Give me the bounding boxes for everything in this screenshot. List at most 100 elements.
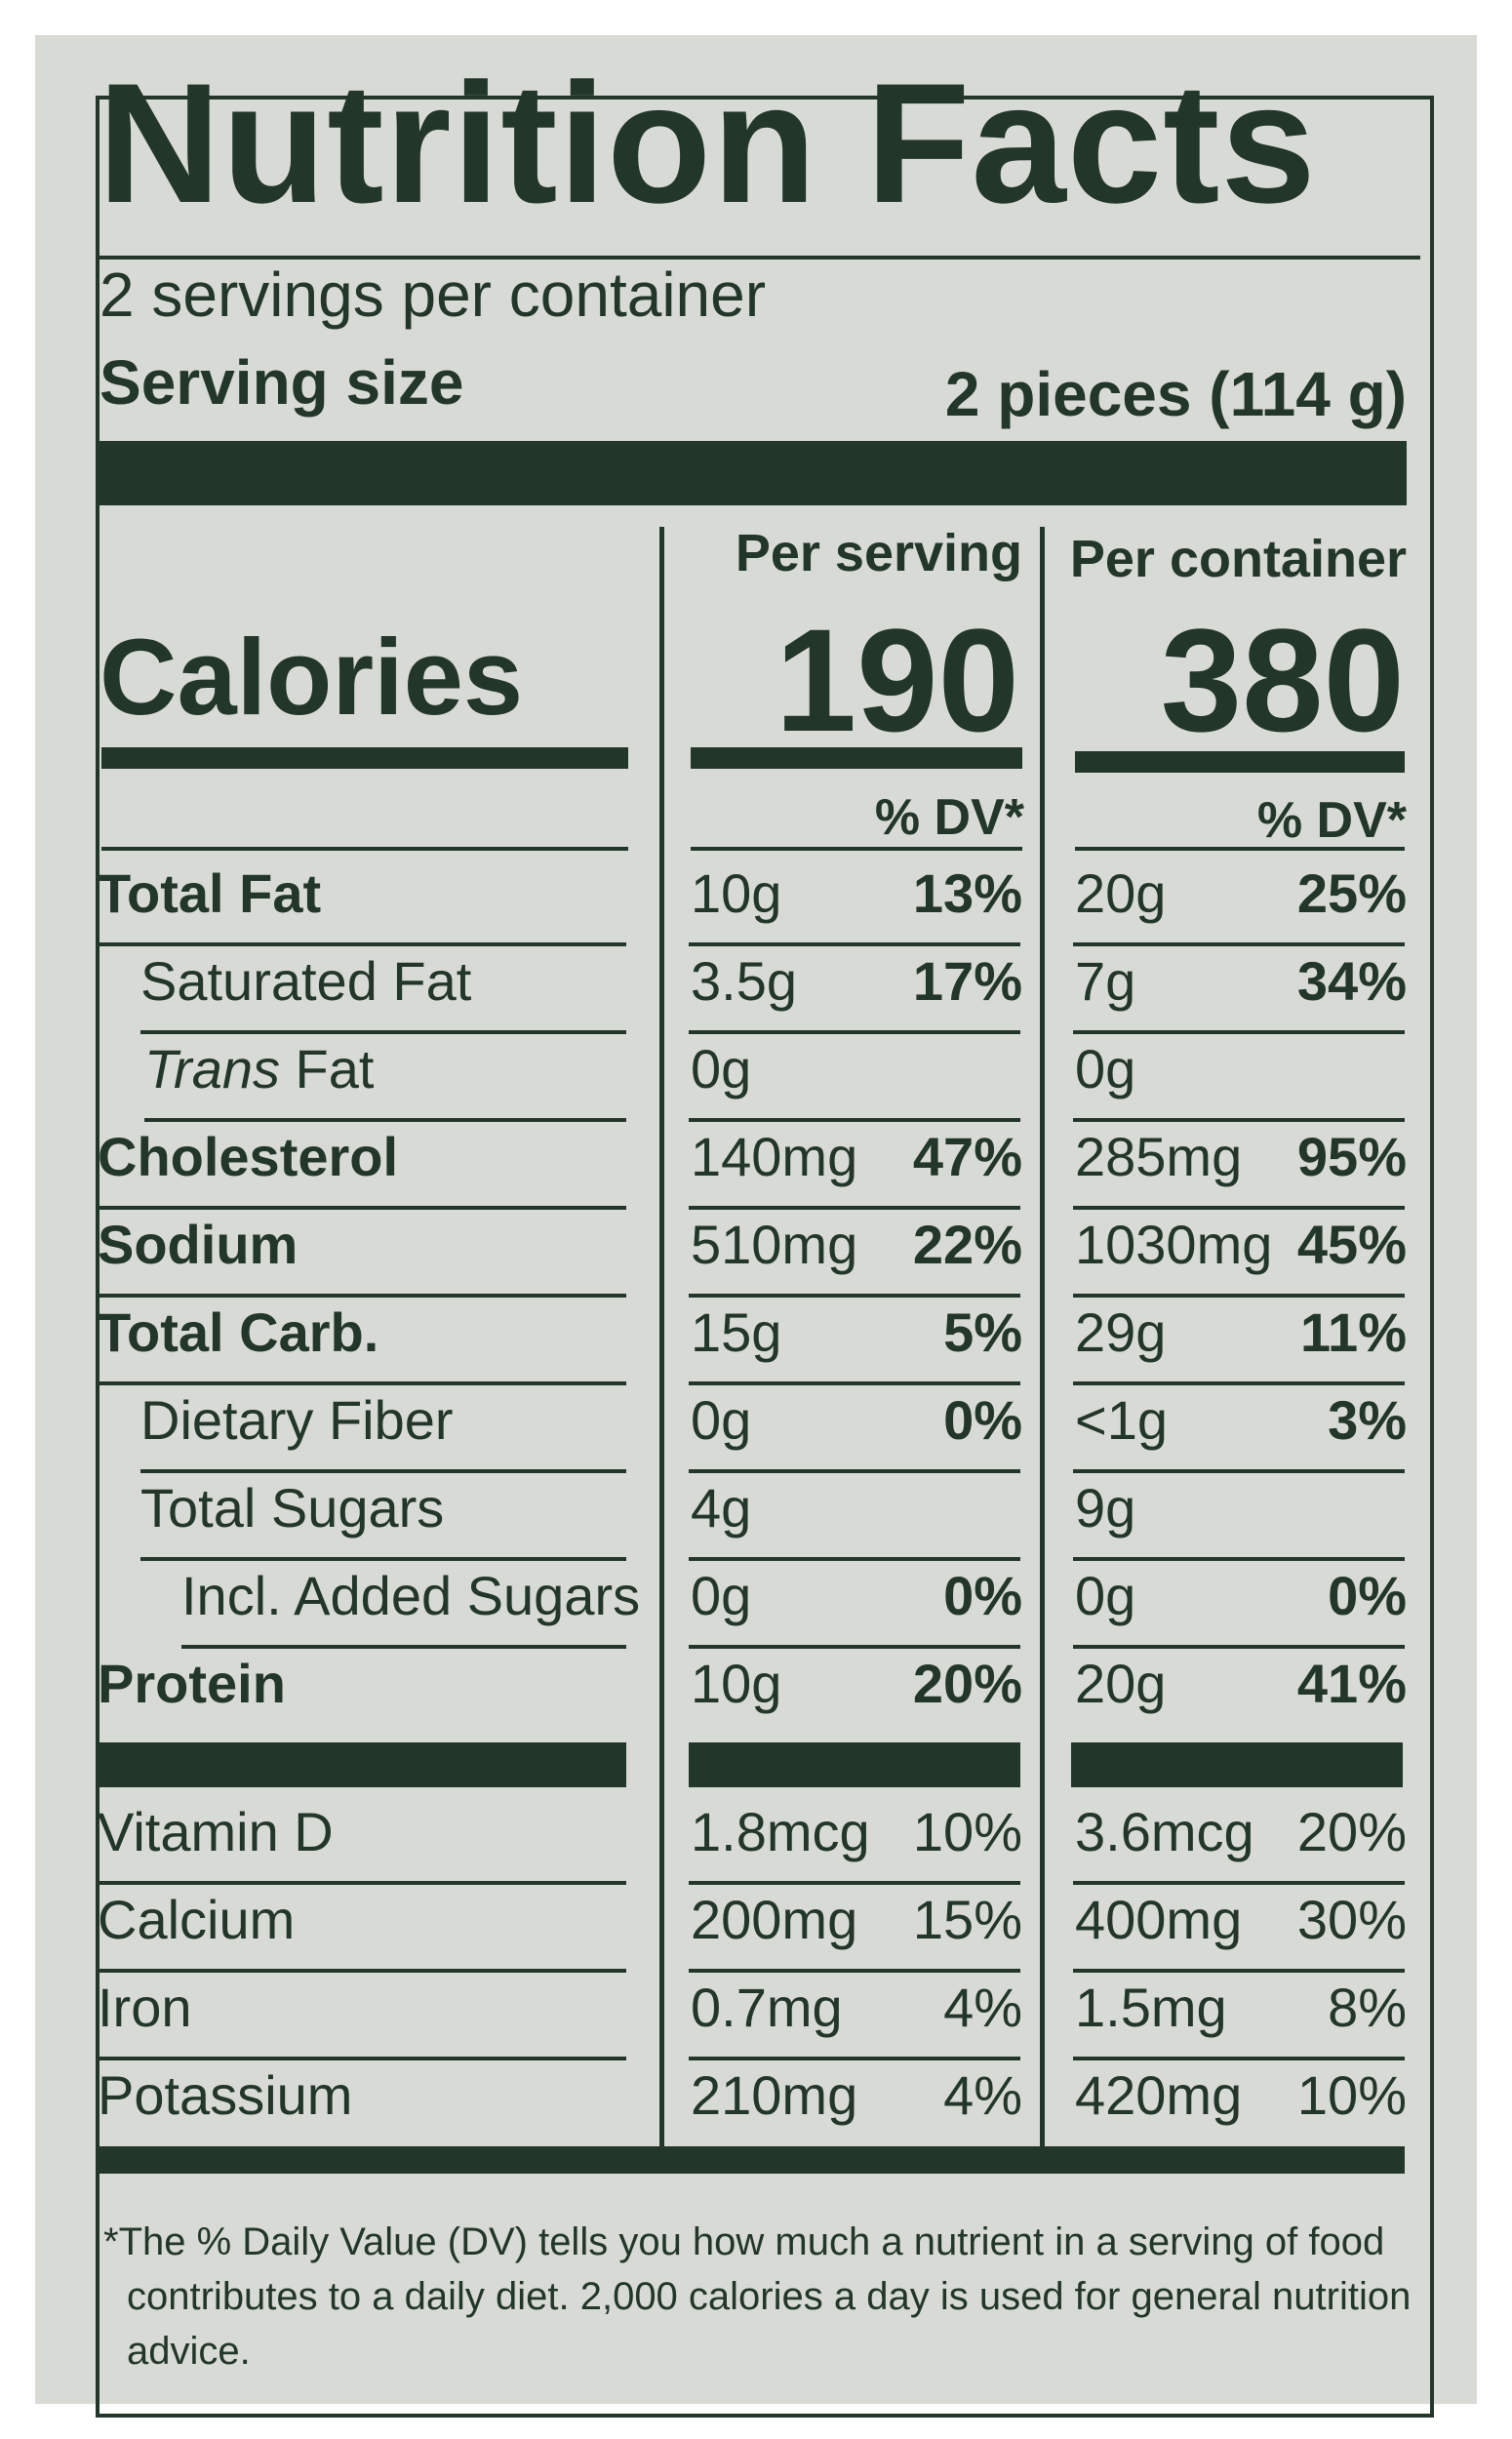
calories-rule-serving	[691, 747, 1022, 769]
row-name-text: Dietary Fiber	[140, 1389, 454, 1451]
row-rule-container	[1073, 1881, 1405, 1885]
serving-amount: 15g	[691, 1301, 782, 1363]
row-name: Saturated Fat	[140, 954, 471, 1009]
row-name: Total Sugars	[140, 1481, 444, 1536]
container-amount: 420mg	[1075, 2064, 1243, 2126]
row-name: Dietary Fiber	[140, 1393, 454, 1448]
row-name-text: Saturated Fat	[140, 950, 472, 1012]
row-name: Sodium	[98, 1218, 298, 1272]
footnote-line-1: *The % Daily Value (DV) tells you how mu…	[103, 2220, 1385, 2263]
row-rule-serving	[689, 1206, 1020, 1210]
container-dv: 8%	[1328, 1977, 1407, 2038]
bottom-thick-bar	[96, 2146, 1405, 2174]
container-dv: 25%	[1296, 862, 1407, 924]
row-name: Total Carb.	[98, 1305, 378, 1360]
serving-thick-bar	[99, 441, 1407, 505]
container-dv: 45%	[1296, 1214, 1407, 1275]
servings-per-container: 2 servings per container	[99, 260, 767, 330]
container-amount: 285mg	[1075, 1126, 1243, 1187]
title-rule	[98, 256, 1420, 260]
row-name: Total Fat	[98, 866, 321, 921]
serving-amount: 10g	[691, 1653, 782, 1714]
row-rule-container	[1073, 1381, 1405, 1385]
container-amount: 0g	[1075, 1038, 1136, 1100]
row-name: Trans Fat	[144, 1042, 374, 1097]
row-rule-container	[1073, 942, 1405, 946]
row-rule-container	[1073, 1469, 1405, 1473]
serving-amount: 0.7mg	[691, 1977, 843, 2038]
calories-rule-label	[101, 747, 628, 769]
column-divider-container	[1040, 527, 1045, 2146]
serving-amount: 10g	[691, 862, 782, 924]
container-amount: 400mg	[1075, 1889, 1243, 1950]
row-name-text: Incl. Added Sugars	[181, 1565, 641, 1626]
row-name: Cholesterol	[98, 1130, 398, 1184]
row-rule-container	[1073, 1645, 1405, 1649]
container-amount: 7g	[1075, 950, 1136, 1012]
row-rule-label	[98, 1381, 626, 1385]
serving-dv: 0%	[943, 1389, 1022, 1451]
row-rule-container	[1073, 1557, 1405, 1561]
container-amount: 3.6mcg	[1075, 1801, 1254, 1862]
row-name: Iron	[98, 1980, 192, 2035]
calories-rule-container	[1075, 751, 1405, 773]
serving-dv: 22%	[912, 1214, 1022, 1275]
serving-amount: 510mg	[691, 1214, 858, 1275]
container-dv: 30%	[1296, 1889, 1407, 1950]
row-name-text: Total Fat	[98, 862, 322, 924]
row-name-text: Potassium	[98, 2064, 353, 2126]
label-title: Nutrition Facts	[98, 49, 1317, 239]
row-name: Protein	[98, 1657, 286, 1711]
row-rule-serving	[689, 1381, 1020, 1385]
label-panel	[35, 35, 1477, 2404]
dv-header-container: % DV*	[1256, 792, 1407, 849]
serving-dv: 0%	[943, 1565, 1022, 1626]
container-dv: 34%	[1296, 950, 1407, 1012]
row-rule-serving	[689, 1557, 1020, 1561]
container-amount: 0g	[1075, 1565, 1136, 1626]
container-dv: 20%	[1296, 1801, 1407, 1862]
serving-amount: 3.5g	[691, 950, 797, 1012]
row-name-text: Sodium	[98, 1214, 298, 1275]
row-rule-serving	[689, 1881, 1020, 1885]
row-name: Calcium	[98, 1893, 295, 1947]
container-amount: 20g	[1075, 862, 1167, 924]
row-rule-label	[140, 1030, 626, 1034]
column-header-per-serving: Per serving	[735, 524, 1022, 582]
row-name-text: Calcium	[98, 1889, 296, 1950]
container-dv: 41%	[1296, 1653, 1407, 1714]
row-rule-label	[98, 1294, 626, 1298]
column-divider-serving	[659, 527, 664, 2146]
footnote-line-2: contributes to a daily diet. 2,000 calor…	[127, 2275, 1412, 2318]
serving-dv: 17%	[912, 950, 1022, 1012]
container-amount: 20g	[1075, 1653, 1167, 1714]
vitamin-bar-container	[1071, 1742, 1403, 1787]
serving-size-label: Serving size	[99, 347, 464, 418]
row-rule-serving	[689, 1969, 1020, 1973]
serving-dv: 47%	[912, 1126, 1022, 1187]
row-rule-container	[1073, 1206, 1405, 1210]
row-rule-container	[1073, 1030, 1405, 1034]
row-rule-label	[98, 1881, 626, 1885]
serving-dv: 15%	[912, 1889, 1022, 1950]
row-rule-label	[98, 942, 626, 946]
row-rule-label	[181, 1645, 626, 1649]
serving-dv: 10%	[912, 1801, 1022, 1862]
serving-amount: 1.8mcg	[691, 1801, 870, 1862]
serving-dv: 4%	[943, 1977, 1022, 2038]
footnote: *The % Daily Value (DV) tells you how mu…	[103, 2215, 1420, 2379]
vitamin-bar-serving	[689, 1742, 1020, 1787]
row-rule-container	[1073, 1969, 1405, 1973]
serving-size-value: 2 pieces (114 g)	[944, 359, 1407, 429]
row-name-text: Vitamin D	[98, 1801, 334, 1862]
serving-amount: 0g	[691, 1389, 752, 1451]
row-name: Vitamin D	[98, 1805, 334, 1859]
serving-dv: 4%	[943, 2064, 1022, 2126]
container-dv: 95%	[1296, 1126, 1407, 1187]
row-name-text: Protein	[98, 1653, 286, 1714]
row-rule-serving	[689, 1118, 1020, 1122]
calories-per-container: 380	[1160, 598, 1405, 762]
container-dv: 10%	[1296, 2064, 1407, 2126]
row-name-italic: Trans	[144, 1038, 280, 1100]
serving-dv: 20%	[912, 1653, 1022, 1714]
